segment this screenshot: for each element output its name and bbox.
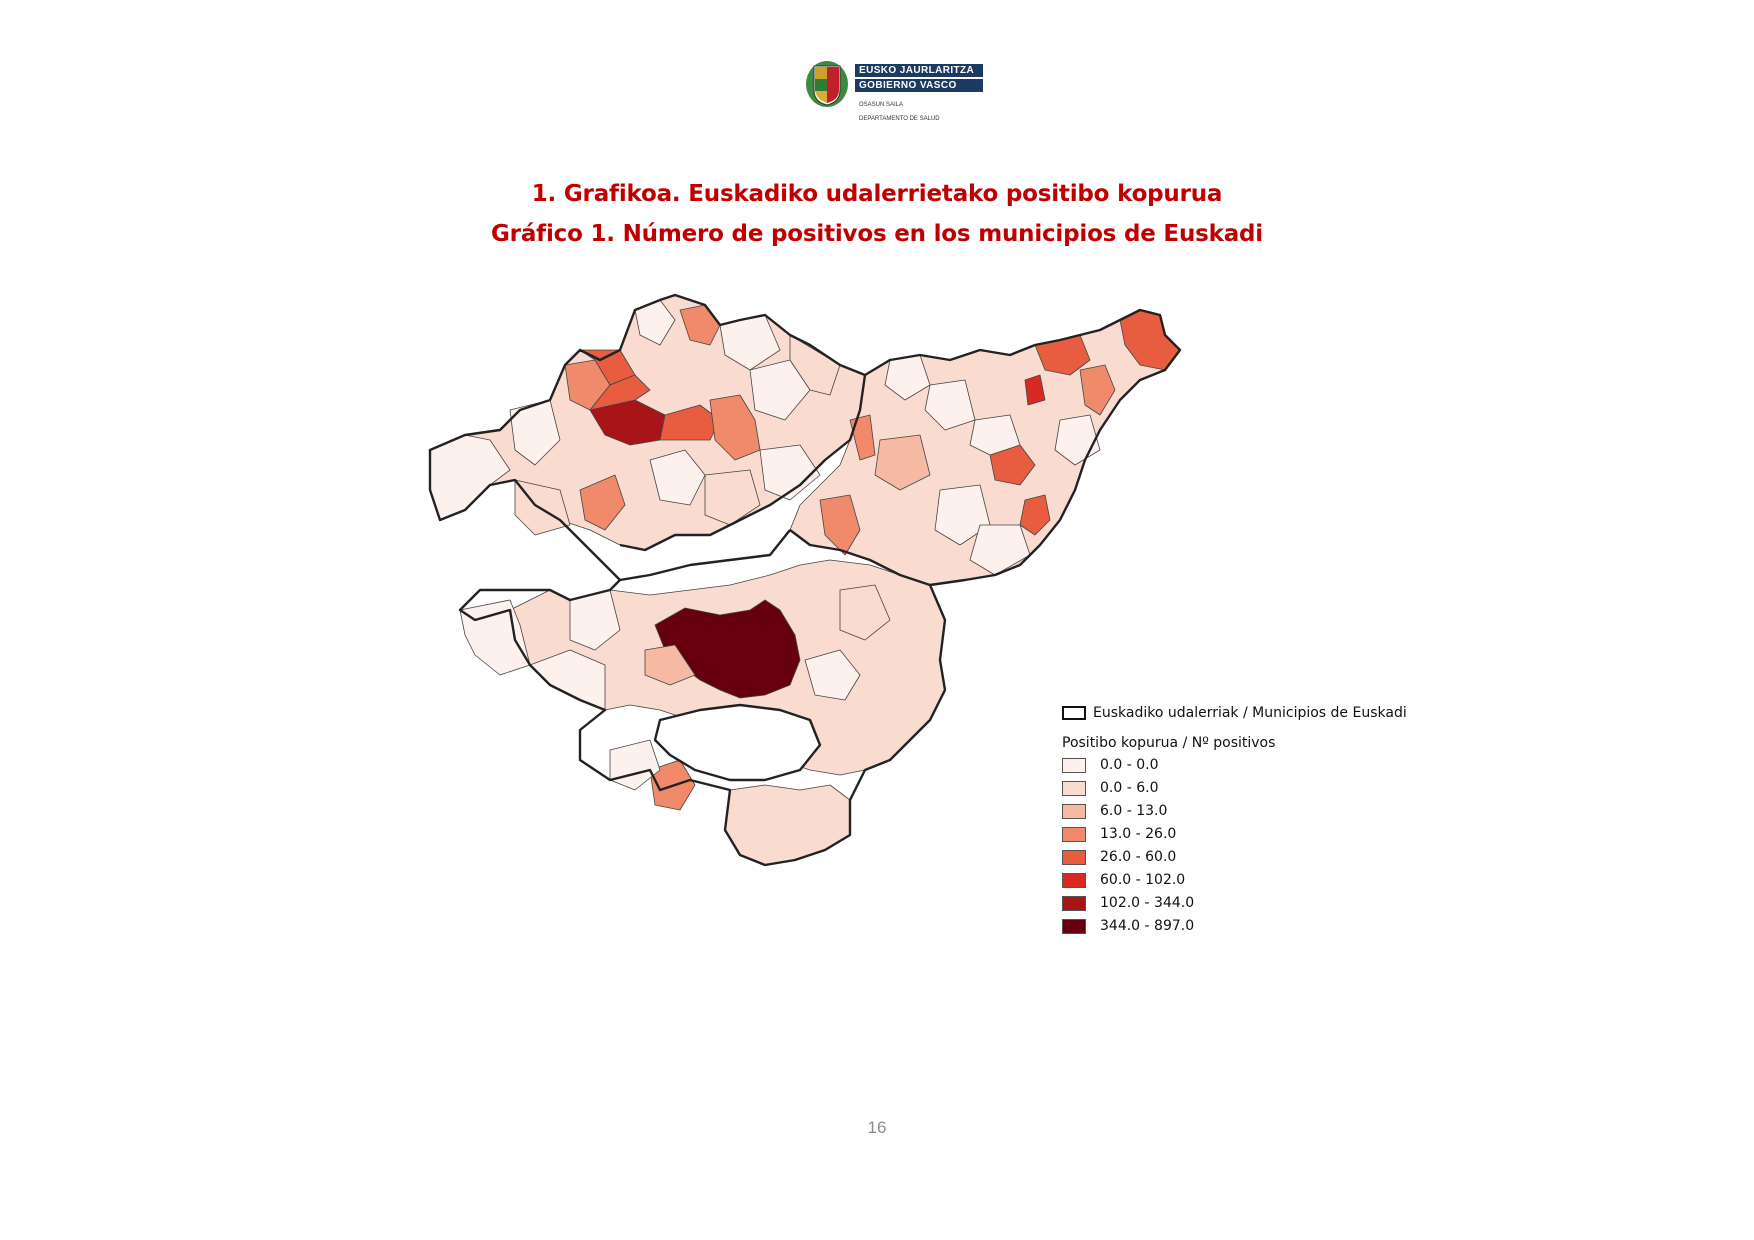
logo-line-2: GOBIERNO VASCO: [855, 79, 983, 92]
legend-class-label: 13.0 - 26.0: [1100, 826, 1177, 842]
municipality-region: [759, 444, 821, 501]
legend-class-label: 0.0 - 6.0: [1100, 780, 1159, 796]
legend-swatch: [1062, 872, 1086, 888]
legend-swatch: [1062, 803, 1086, 819]
logo-line-1: EUSKO JAURLARITZA: [855, 64, 983, 77]
municipality-region: [819, 494, 861, 556]
municipality-region: [659, 404, 721, 441]
legend-swatch: [1062, 757, 1086, 773]
municipality-region: [969, 524, 1031, 576]
page-title-basque: 1. Grafikoa. Euskadiko udalerrietako pos…: [531, 181, 1223, 207]
legend-swatch: [1062, 849, 1086, 865]
legend-swatch: [1062, 780, 1086, 796]
outline-swatch: [1062, 706, 1086, 720]
legend-class-label: 102.0 - 344.0: [1100, 895, 1195, 911]
legend-class-label: 0.0 - 0.0: [1100, 757, 1159, 773]
municipality-region: [704, 469, 761, 526]
legend-class-label: 26.0 - 60.0: [1100, 849, 1177, 865]
municipality-region: [839, 584, 891, 641]
municipality-region: [589, 374, 651, 411]
coat-of-arms-icon: [806, 61, 848, 107]
logo-dept-eu: OSASUN SAILA: [859, 102, 904, 108]
legend-outline-entry: Euskadiko udalerriak / Municipios de Eus…: [1062, 705, 1407, 725]
legend-class-label: 6.0 - 13.0: [1100, 803, 1168, 819]
municipality-region: [969, 414, 1021, 456]
legend-class: 0.0 - 6.0: [1062, 780, 1194, 803]
municipality-region: [874, 434, 931, 491]
municipality-region: [724, 784, 851, 866]
legend-class: 344.0 - 897.0: [1062, 918, 1194, 941]
page-number: 16: [867, 1118, 887, 1137]
legend-class-label: 60.0 - 102.0: [1100, 872, 1186, 888]
logo-dept-es: DEPARTAMENTO DE SALUD: [859, 116, 940, 122]
municipality-region: [749, 359, 811, 421]
municipality-region: [849, 414, 876, 461]
municipality-region: [514, 479, 571, 536]
government-logo: EUSKO JAURLARITZA GOBIERNO VASCO OSASUN …: [805, 54, 985, 126]
municipality-region: [649, 449, 706, 506]
province-borders: [428, 293, 1182, 867]
municipality-region: [1019, 494, 1051, 536]
legend-class: 0.0 - 0.0: [1062, 757, 1194, 780]
legend-swatch: [1062, 918, 1086, 934]
legend-class: 26.0 - 60.0: [1062, 849, 1194, 872]
legend-swatch: [1062, 895, 1086, 911]
municipality-region: [924, 379, 976, 431]
legend-classes: 0.0 - 0.0 0.0 - 6.0 6.0 - 13.0 13.0 - 26…: [1062, 757, 1194, 941]
municipality-region: [1024, 374, 1046, 406]
legend-swatch: [1062, 826, 1086, 842]
municipality-region: [644, 644, 696, 686]
legend-class: 102.0 - 344.0: [1062, 895, 1194, 918]
municipality-boundaries: [429, 294, 1181, 866]
municipality-region: [679, 304, 721, 346]
legend-class: 13.0 - 26.0: [1062, 826, 1194, 849]
page-title-spanish: Gráfico 1. Número de positivos en los mu…: [491, 221, 1263, 247]
legend-class-label: 344.0 - 897.0: [1100, 918, 1195, 934]
legend-class: 60.0 - 102.0: [1062, 872, 1194, 895]
legend-outline-label: Euskadiko udalerriak / Municipios de Eus…: [1093, 705, 1407, 721]
municipality-region: [579, 474, 626, 531]
choropleth-map: [428, 293, 1182, 867]
legend-class: 6.0 - 13.0: [1062, 803, 1194, 826]
legend-title: Positibo kopurua / Nº positivos: [1062, 735, 1276, 751]
municipality-region: [804, 649, 861, 701]
municipality-region: [1079, 364, 1116, 416]
municipality-region: [934, 484, 991, 546]
